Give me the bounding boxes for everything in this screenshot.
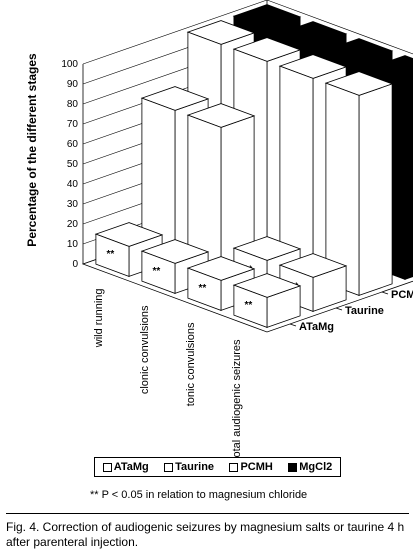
legend-swatch-ataMg	[102, 462, 112, 472]
significance-note: ** P < 0.05 in relation to magnesium chl…	[90, 489, 308, 501]
series-tick	[381, 291, 389, 295]
y-tick-label: 40	[67, 179, 79, 190]
category-label: total audiogenic seizures	[231, 339, 243, 457]
legend-item-taurine: Taurine	[164, 461, 214, 473]
series-label: ATaMg	[299, 321, 334, 333]
legend: ATaMg Taurine PCMH MgCl2	[94, 457, 341, 477]
chart-bars: ************	[94, 4, 413, 328]
significance-marker: **	[107, 249, 115, 260]
legend-item-ataMg: ATaMg	[102, 461, 149, 473]
y-tick-label: 0	[72, 259, 78, 270]
legend-label-ataMg: ATaMg	[113, 461, 149, 473]
series-label: Taurine	[345, 305, 384, 317]
legend-label-mgcl2: MgCl2	[299, 461, 333, 473]
bar-side-face	[358, 83, 393, 296]
category-label: tonic convulsions	[185, 322, 197, 406]
significance-marker: **	[199, 283, 207, 294]
bar-pcmh-3	[324, 71, 394, 296]
bar-front-face	[187, 267, 222, 311]
y-tick-label: 100	[61, 59, 78, 70]
y-tick-label: 10	[67, 239, 79, 250]
bar-atamg-3: **	[232, 273, 302, 328]
category-label: wild running	[93, 289, 105, 349]
series-tick	[289, 323, 297, 327]
figure-caption: Fig. 4. Correction of audiogenic seizure…	[6, 520, 405, 549]
category-label: clonic convulsions	[139, 305, 151, 394]
legend-label-pcmh: PCMH	[240, 461, 273, 473]
bar-front-face	[95, 233, 130, 277]
bar-front-face	[233, 284, 268, 328]
bar-taurine-1	[186, 103, 256, 278]
y-tick-label: 90	[67, 79, 79, 90]
legend-label-taurine: Taurine	[175, 461, 215, 473]
legend-item-mgcl2: MgCl2	[288, 461, 332, 473]
bar-front-face	[325, 82, 360, 296]
y-axis-label: Percentage of the different stages	[25, 53, 39, 247]
significance-marker: **	[245, 300, 253, 311]
back-wall-gridline	[266, 0, 413, 55]
legend-swatch-pcmh	[229, 462, 239, 472]
series-tick	[335, 307, 343, 311]
y-tick-label: 30	[67, 199, 79, 210]
caption-divider	[6, 513, 409, 514]
bar-side-face	[404, 76, 413, 280]
y-tick-label: 20	[67, 219, 79, 230]
y-tick-label: 80	[67, 99, 79, 110]
series-label: PCMH	[391, 289, 413, 301]
left-wall-gridline	[82, 0, 268, 65]
chart-labels: Percentage of the different stages wild r…	[25, 53, 413, 457]
legend-swatch-mgcl2	[288, 462, 298, 472]
y-tick-label: 70	[67, 119, 79, 130]
legend-swatch-taurine	[164, 462, 174, 472]
y-tick-label: 60	[67, 139, 79, 150]
y-tick-label: 50	[67, 159, 79, 170]
significance-marker: **	[153, 266, 161, 277]
bar-front-face	[141, 250, 176, 294]
legend-item-pcmh: PCMH	[229, 461, 273, 473]
